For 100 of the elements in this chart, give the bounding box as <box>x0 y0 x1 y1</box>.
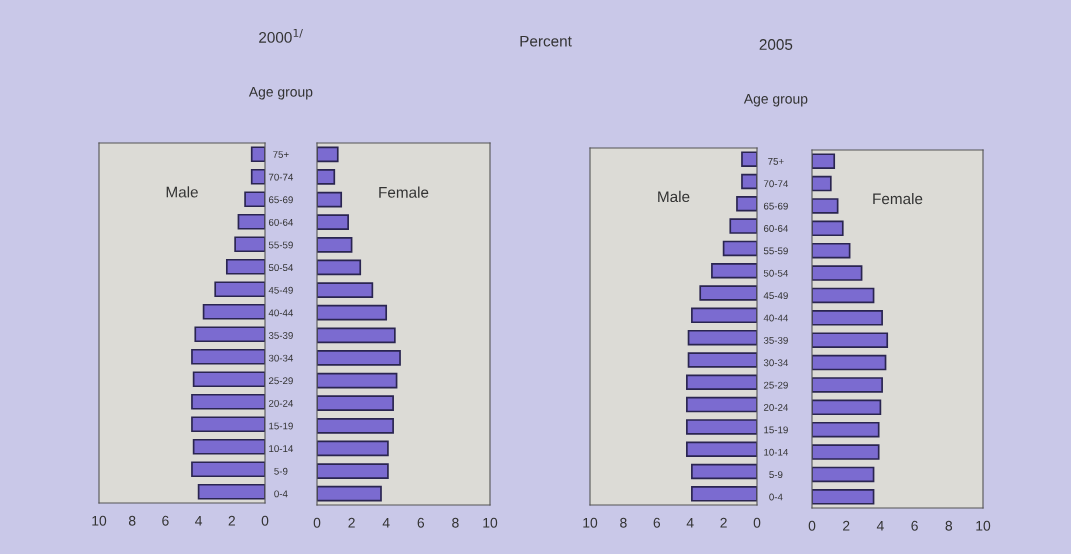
y-axis-title: Age group <box>248 87 313 100</box>
bar <box>191 461 265 478</box>
chart-title: 2000$^{1/}$ <box>259 29 303 43</box>
x-tick-label: 10 <box>92 515 107 526</box>
y-tick-label: 60-64 <box>763 225 789 232</box>
bar <box>225 258 265 275</box>
y-tick-label: 50-54 <box>763 269 789 277</box>
bar <box>812 399 882 416</box>
bar <box>736 196 757 212</box>
y-tick-label: 55-59 <box>763 247 788 255</box>
bar <box>741 151 757 167</box>
x-tick-label: 0 <box>261 515 269 526</box>
bar <box>202 303 265 320</box>
x-tick-label: 8 <box>128 515 136 526</box>
y-tick-label: 30-34 <box>268 354 294 362</box>
bar <box>722 240 757 257</box>
x-tick-label: 4 <box>876 521 884 531</box>
x-tick-label: 0 <box>808 520 816 531</box>
x-tick-label: 10 <box>583 517 598 528</box>
x-tick-label: 10 <box>976 520 991 531</box>
bar <box>699 285 757 301</box>
bar <box>812 198 839 214</box>
x-tick-label: 8 <box>945 520 953 531</box>
y-tick-label: 75+ <box>768 158 784 165</box>
y-tick-label: 0-4 <box>769 493 783 501</box>
bar <box>812 287 875 304</box>
y-tick-label: 35-39 <box>268 332 293 339</box>
bar <box>317 214 349 231</box>
y-tick-label: 15-19 <box>764 426 788 434</box>
chart-title: 2005 <box>759 39 793 50</box>
y-tick-label: 45-49 <box>763 292 788 300</box>
y-tick-label: 75+ <box>273 151 289 158</box>
y-tick-label: 35-39 <box>763 336 788 344</box>
x-tick-label: 8 <box>620 517 627 528</box>
y-tick-label: 20-24 <box>268 399 294 407</box>
y-tick-label: 40-44 <box>268 309 294 317</box>
bar <box>812 153 836 169</box>
bar <box>317 236 353 253</box>
y-tick-label: 0-4 <box>274 490 288 498</box>
x-tick-label: 6 <box>417 517 425 528</box>
y-tick-label: 10-14 <box>269 445 294 453</box>
y-tick-label: 20-24 <box>763 404 789 411</box>
bar <box>686 374 757 391</box>
y-tick-label: 55-59 <box>268 241 293 249</box>
y-tick-label: 25-29 <box>268 377 293 385</box>
bar <box>812 265 863 281</box>
bar <box>317 282 374 298</box>
x-tick-label: 2 <box>843 520 850 531</box>
annotation: Female <box>379 186 429 198</box>
y-axis-title: Age group <box>743 94 808 107</box>
bar <box>317 327 396 344</box>
bar <box>317 259 362 276</box>
bar <box>691 307 757 324</box>
x-tick-label: 2 <box>720 517 727 528</box>
x-tick-label: 0 <box>313 517 321 528</box>
y-tick-label: 25-29 <box>763 381 788 389</box>
y-tick-label: 45-49 <box>268 286 293 294</box>
bar <box>691 463 757 480</box>
bar <box>234 236 265 253</box>
bar <box>317 350 401 366</box>
bar <box>317 417 394 434</box>
bar <box>711 262 757 279</box>
y-tick-label: 60-64 <box>268 218 294 226</box>
x-tick-label: 4 <box>382 518 390 528</box>
x-tick-label: 4 <box>195 516 203 526</box>
bar <box>687 352 757 368</box>
x-tick-label: 4 <box>686 518 694 528</box>
y-tick-label: 30-34 <box>763 359 789 367</box>
bar <box>812 466 875 483</box>
y-tick-label: 15-19 <box>269 422 293 430</box>
bar <box>317 440 389 457</box>
bar <box>741 173 757 190</box>
bar <box>250 146 265 163</box>
bar <box>317 463 389 479</box>
y-tick-label: 65-69 <box>763 202 788 210</box>
y-tick-label: 70-74 <box>763 180 789 188</box>
bar <box>191 348 265 365</box>
bar <box>191 393 265 410</box>
bar <box>191 416 265 433</box>
y-tick-label: 70-74 <box>268 173 294 181</box>
bar <box>194 326 265 343</box>
bar <box>317 372 398 389</box>
chart-subtitle: Percent <box>520 35 572 47</box>
bar <box>317 191 343 208</box>
x-tick-label: 2 <box>228 515 235 526</box>
bar <box>317 485 382 502</box>
bar <box>192 438 265 455</box>
bar <box>317 395 394 412</box>
bar <box>686 396 757 413</box>
bar <box>192 371 265 388</box>
annotation: Female <box>873 193 923 205</box>
bar <box>812 377 883 393</box>
bar <box>812 220 844 237</box>
bar <box>197 483 265 500</box>
bar <box>812 354 887 371</box>
bar <box>686 419 757 435</box>
bar <box>317 146 339 163</box>
annotation: Male <box>658 190 690 203</box>
x-tick-label: 10 <box>483 517 498 528</box>
bar <box>812 242 851 259</box>
